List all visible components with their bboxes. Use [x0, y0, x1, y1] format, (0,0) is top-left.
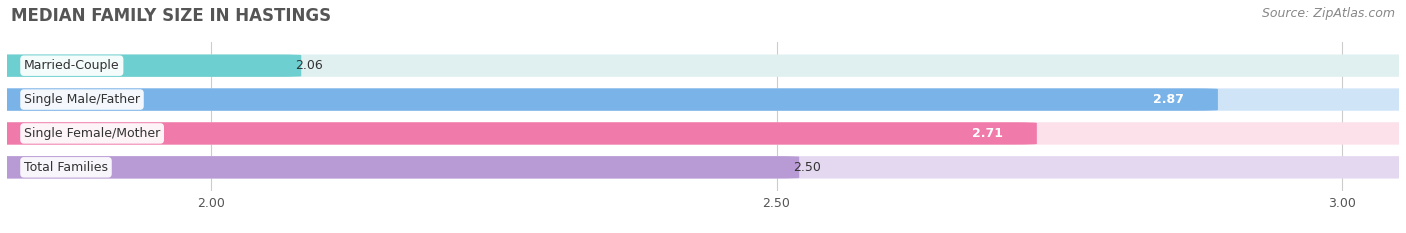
- Text: 2.87: 2.87: [1153, 93, 1184, 106]
- Text: 2.50: 2.50: [793, 161, 821, 174]
- FancyBboxPatch shape: [0, 88, 1406, 111]
- Text: MEDIAN FAMILY SIZE IN HASTINGS: MEDIAN FAMILY SIZE IN HASTINGS: [11, 7, 332, 25]
- FancyBboxPatch shape: [0, 122, 1406, 145]
- FancyBboxPatch shape: [0, 55, 301, 77]
- Text: 2.06: 2.06: [295, 59, 323, 72]
- Text: Single Female/Mother: Single Female/Mother: [24, 127, 160, 140]
- FancyBboxPatch shape: [0, 122, 1036, 145]
- Text: 2.71: 2.71: [972, 127, 1002, 140]
- Text: Source: ZipAtlas.com: Source: ZipAtlas.com: [1261, 7, 1395, 20]
- Text: Married-Couple: Married-Couple: [24, 59, 120, 72]
- FancyBboxPatch shape: [0, 88, 1218, 111]
- Text: Total Families: Total Families: [24, 161, 108, 174]
- FancyBboxPatch shape: [0, 156, 1406, 178]
- Text: Single Male/Father: Single Male/Father: [24, 93, 141, 106]
- FancyBboxPatch shape: [0, 55, 1406, 77]
- FancyBboxPatch shape: [0, 156, 799, 178]
